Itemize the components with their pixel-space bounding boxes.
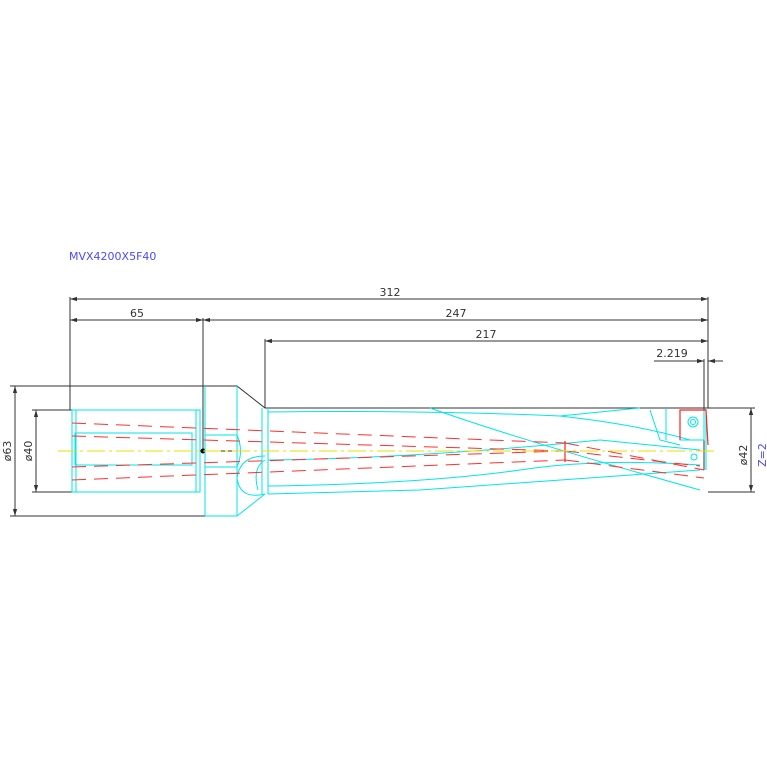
coolant-channels [71,409,709,481]
tool-title: MVX4200X5F40 [69,250,156,263]
dim-flute-length: 217 [265,328,708,344]
svg-text:217: 217 [476,328,497,341]
dim-shank-length: 65 [70,307,203,323]
teeth-count-label: Z=2 [756,443,767,467]
svg-text:ø40: ø40 [22,441,35,462]
dim-body-length: 247 [203,307,708,323]
svg-text:247: 247 [446,307,467,320]
svg-text:ø63: ø63 [1,441,14,462]
dim-overall-length: 312 [70,286,708,302]
svg-text:2.219: 2.219 [656,347,688,360]
svg-text:ø42: ø42 [737,445,750,466]
dim-shank-outer-diameter: ø63 [1,386,18,516]
dim-drill-diameter: ø42 [737,408,754,492]
svg-text:312: 312 [380,286,401,299]
svg-text:65: 65 [130,307,144,320]
extension-lines [10,297,755,517]
dim-shank-diameter: ø40 [22,410,39,492]
dim-tip-offset: 2.219 [654,347,723,364]
